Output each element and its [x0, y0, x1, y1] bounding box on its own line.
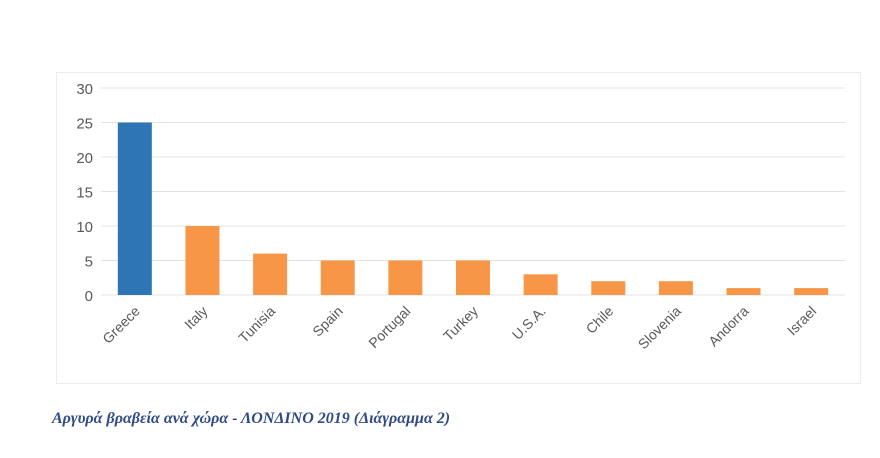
chart-caption: Αργυρά βραβεία ανά χώρα - ΛΟΝΔΙΝΟ 2019 (…	[52, 410, 451, 427]
bar-chart: 0 5 10 15 20 25 30 Greece Italy Tunisia Spain Portu…	[76, 81, 845, 352]
x-tick-label: Chile	[583, 303, 617, 337]
x-tick-label: Tunisia	[235, 303, 278, 346]
x-tick-label: Greece	[99, 303, 143, 347]
x-tick-label: Spain	[309, 303, 346, 340]
y-tick-label: 10	[76, 219, 93, 236]
y-tick-label: 0	[85, 288, 93, 305]
x-tick-label: Portugal	[365, 303, 413, 351]
x-tick-label: Italy	[181, 303, 210, 332]
x-tick-label: Andorra	[705, 303, 752, 350]
bar	[658, 281, 693, 295]
bar	[185, 226, 220, 295]
y-tick-label: 5	[85, 254, 93, 271]
x-tick-label: Turkey	[440, 303, 481, 344]
bar	[117, 122, 152, 295]
y-tick-label: 15	[76, 185, 93, 202]
y-tick-label: 20	[76, 150, 93, 167]
chart-frame	[56, 72, 861, 384]
bar	[794, 288, 829, 295]
bar	[523, 274, 558, 295]
bar	[253, 253, 288, 295]
x-tick-label: U.S.A.	[509, 303, 549, 343]
bar	[591, 281, 626, 295]
y-tick-label: 30	[76, 81, 93, 98]
bar	[320, 260, 355, 295]
bar	[726, 288, 761, 295]
y-tick-label: 25	[76, 116, 93, 133]
bar	[388, 260, 423, 295]
bar	[456, 260, 490, 295]
x-tick-label: Israel	[784, 303, 820, 339]
x-tick-label: Slovenia	[635, 303, 684, 352]
